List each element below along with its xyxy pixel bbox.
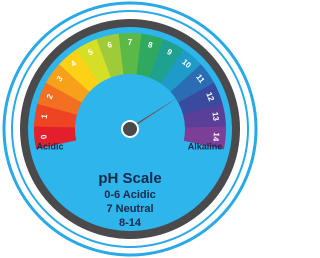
scale-number: 7 <box>128 38 133 47</box>
caption-line: 8-14 <box>119 217 142 229</box>
caption-title: pH Scale <box>98 170 161 187</box>
acidic-label: Acidic <box>36 141 63 151</box>
needle-hub <box>122 121 138 137</box>
caption-line: 7 Neutral <box>106 203 153 215</box>
caption-line: 0-6 Acidic <box>104 189 156 201</box>
alkaline-label: Alkaline <box>188 141 223 151</box>
